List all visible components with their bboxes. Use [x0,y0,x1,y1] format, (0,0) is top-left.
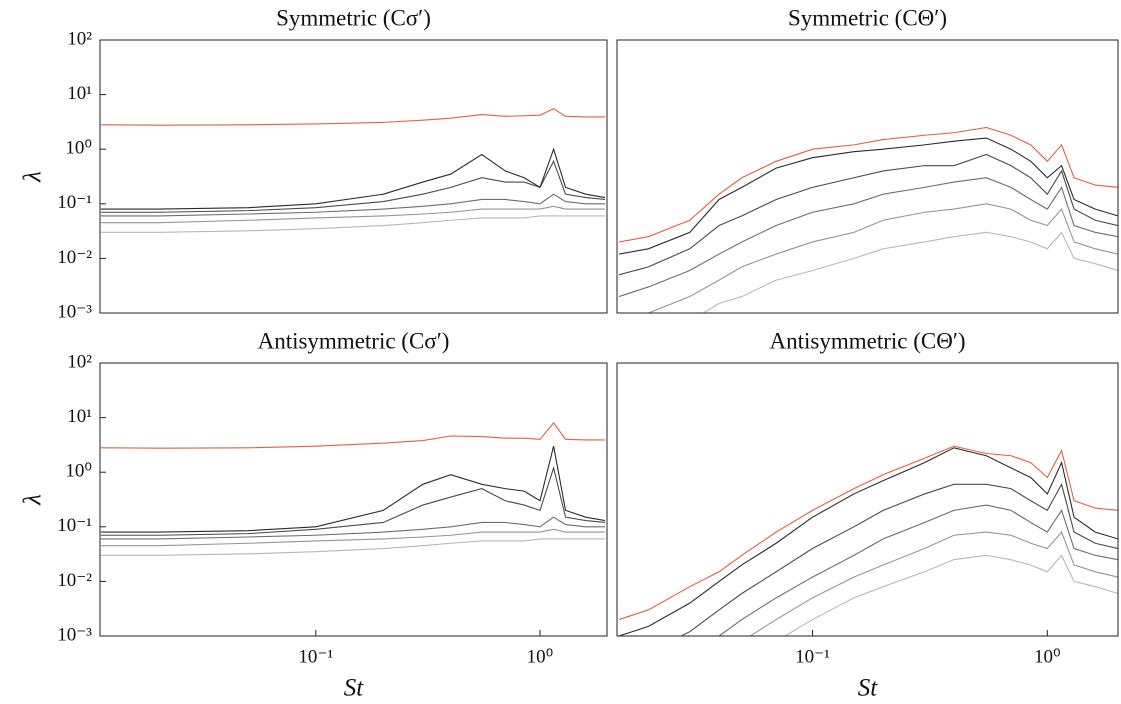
y-tick-label: 10² [67,351,92,372]
spectrum-line [646,203,1118,313]
y-tick-label: 10⁰ [65,461,92,482]
axes-box [616,362,1119,637]
spectrum-line [702,231,1118,313]
y-tick-label: 10² [67,28,92,49]
y-tick-label: 10⁰ [65,138,92,159]
spectrum-line [618,126,1118,243]
spectrum-line [100,528,606,547]
panel-title: Antisymmetric (CΘ′) [769,328,965,353]
plot-area [618,445,1118,636]
spectrum-line [100,538,606,556]
spectrum-line [100,421,606,449]
spectrum-line [618,447,1118,636]
spectrum-line [100,215,606,233]
spectrum-line [618,153,1118,276]
y-tick-label: 10¹ [67,406,92,427]
panel-title: Symmetric (CΘ′) [788,5,947,30]
spectrum-line [749,531,1118,636]
spectrum-line [100,108,606,126]
y-tick-label: 10⁻¹ [57,515,92,536]
spectrum-line [618,445,1118,621]
y-tick-label: 10⁻³ [57,301,92,322]
y-tick-label: 10⁻² [57,570,92,591]
spectrum-line [100,465,606,536]
y-tick-label: 10⁻¹ [57,192,92,213]
panel: Antisymmetric (Cσ′) λ St 10⁻³ 10⁻² 10⁻¹ 10⁰ 10¹… [20,328,608,702]
spectrum-line [100,159,606,213]
y-tick-label: 10⁻² [57,247,92,268]
panel: Symmetric (Cσ′) λ 10⁻³ 10⁻² 10⁻¹ 10⁰ 10¹ 10² [20,5,608,322]
x-tick-label: 10⁻¹ [298,646,333,667]
spectrum-line [100,147,606,210]
spectrum-line [679,482,1118,636]
spectrum-line [618,177,1118,298]
axes-box [99,362,608,637]
plot-area [100,108,606,233]
x-tick-label: 10⁰ [1034,646,1061,667]
x-tick-label: 10⁰ [527,646,554,667]
x-axis-label: St [344,675,365,702]
spectrum-line [783,554,1118,636]
spectrum-line [618,137,1118,255]
x-axis-label: St [858,675,879,702]
spectrum-line [100,193,606,217]
panel-title: Symmetric (Cσ′) [276,5,431,30]
panel: Symmetric (CΘ′) [616,5,1119,314]
axes-box [616,39,1119,314]
spectrum-line [718,504,1118,636]
y-axis-label: λ [20,171,47,183]
y-tick-label: 10¹ [67,83,92,104]
y-tick-label: 10⁻³ [57,624,92,645]
spectrum-line [100,205,606,224]
x-tick-label: 10⁻¹ [795,646,830,667]
y-axis-label: λ [20,494,47,506]
axes-box [99,39,608,314]
panel-title: Antisymmetric (Cσ′) [258,328,450,353]
spectrum-line [100,446,606,533]
plot-area [618,126,1118,313]
plot-area [100,421,606,556]
panel: Antisymmetric (CΘ′) St 10⁻¹ 10⁰ [616,328,1119,702]
spectrum-line [100,516,606,540]
